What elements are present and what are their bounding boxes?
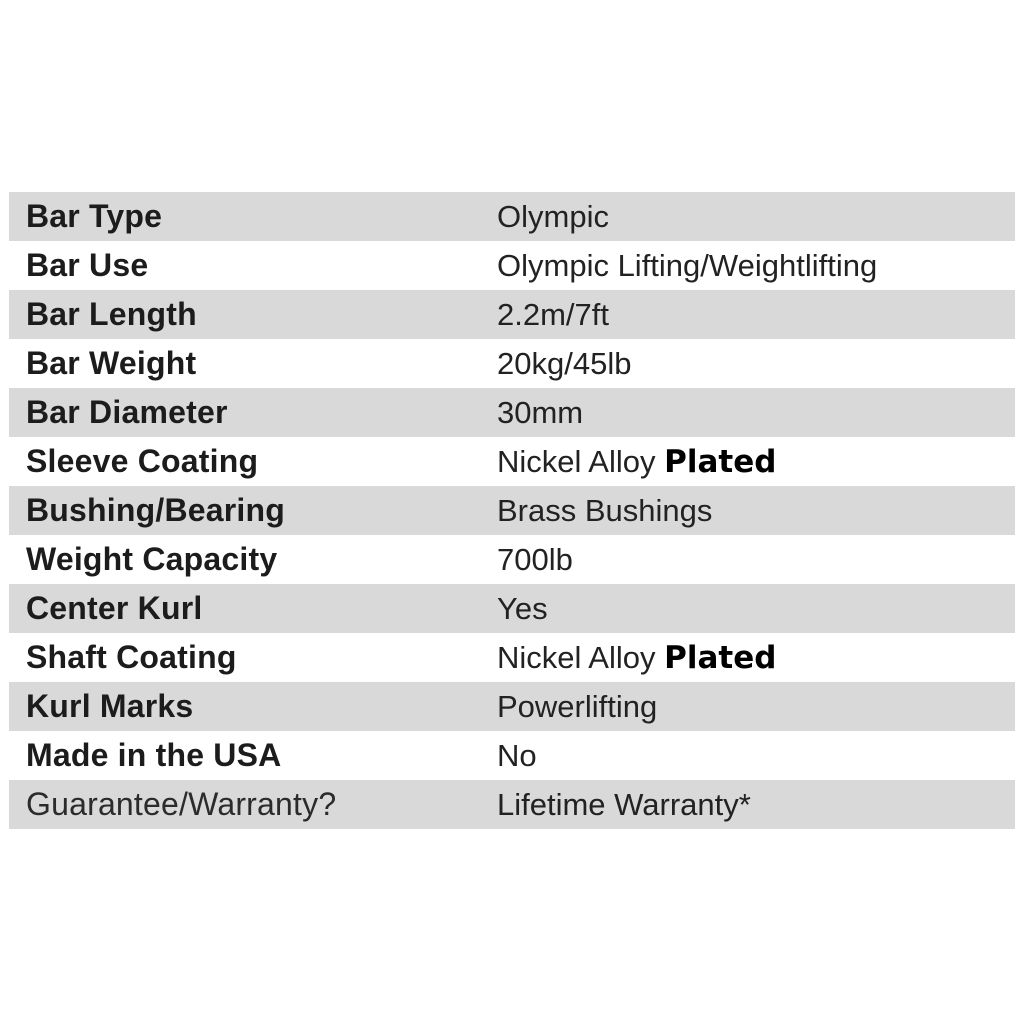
table-row: Bar Weight 20kg/45lb — [9, 339, 1015, 388]
spec-value: Nickel Alloy Plated — [497, 437, 1015, 486]
table-row: Kurl Marks Powerlifting — [9, 682, 1015, 731]
spec-value-text: Powerlifting — [497, 689, 658, 724]
table-row: Bar Use Olympic Lifting/Weightlifting — [9, 241, 1015, 290]
spec-label: Bar Type — [26, 198, 163, 234]
spec-value-text: 30mm — [497, 395, 584, 430]
spec-value: Olympic — [497, 192, 1015, 241]
spec-label: Guarantee/Warranty? — [26, 786, 337, 822]
spec-value: Yes — [497, 584, 1015, 633]
spec-value: No — [497, 731, 1015, 780]
spec-label: Bar Diameter — [26, 394, 228, 430]
table-row: Sleeve Coating Nickel Alloy Plated — [9, 437, 1015, 486]
table-row: Bar Length 2.2m/7ft — [9, 290, 1015, 339]
spec-table: Bar Type Olympic Bar Use Olympic Lifting… — [9, 192, 1015, 829]
spec-label: Bar Length — [26, 296, 197, 332]
spec-value: Olympic Lifting/Weightlifting — [497, 241, 1015, 290]
spec-value-text: No — [497, 738, 537, 773]
spec-value: 2.2m/7ft — [497, 290, 1015, 339]
spec-value: Brass Bushings — [497, 486, 1015, 535]
spec-label: Bar Use — [26, 247, 149, 283]
spec-value-text: Nickel Alloy — [497, 444, 665, 479]
spec-value: Powerlifting — [497, 682, 1015, 731]
spec-value-text: 700lb — [497, 542, 573, 577]
spec-value-text: Brass Bushings — [497, 493, 713, 528]
spec-value-text: Nickel Alloy — [497, 640, 665, 675]
spec-value: 20kg/45lb — [497, 339, 1015, 388]
spec-value-text: 20kg/45lb — [497, 346, 632, 381]
spec-value-overlay: Plated — [664, 444, 777, 480]
spec-label: Shaft Coating — [26, 639, 237, 675]
table-row: Guarantee/Warranty? Lifetime Warranty* — [9, 780, 1015, 829]
spec-label: Weight Capacity — [26, 541, 278, 577]
table-row: Bushing/Bearing Brass Bushings — [9, 486, 1015, 535]
spec-label: Kurl Marks — [26, 688, 194, 724]
table-row: Made in the USA No — [9, 731, 1015, 780]
spec-value-text: Lifetime Warranty* — [497, 787, 751, 822]
spec-label: Sleeve Coating — [26, 443, 259, 479]
table-row: Weight Capacity 700lb — [9, 535, 1015, 584]
table-row: Center Kurl Yes — [9, 584, 1015, 633]
spec-label: Bar Weight — [26, 345, 197, 381]
spec-value: Nickel Alloy Plated — [497, 633, 1015, 682]
spec-value-text: Olympic Lifting/Weightlifting — [497, 248, 878, 283]
spec-label: Made in the USA — [26, 737, 282, 773]
spec-value: Lifetime Warranty* — [497, 780, 1015, 829]
spec-label: Bushing/Bearing — [26, 492, 286, 528]
table-row: Bar Diameter 30mm — [9, 388, 1015, 437]
table-row: Bar Type Olympic — [9, 192, 1015, 241]
spec-value-overlay: Plated — [664, 640, 777, 676]
table-row: Shaft Coating Nickel Alloy Plated — [9, 633, 1015, 682]
spec-value: 700lb — [497, 535, 1015, 584]
spec-value-text: Olympic — [497, 199, 609, 234]
spec-value-text: Yes — [497, 591, 548, 626]
spec-value-text: 2.2m/7ft — [497, 297, 609, 332]
spec-label: Center Kurl — [26, 590, 203, 626]
spec-value: 30mm — [497, 388, 1015, 437]
